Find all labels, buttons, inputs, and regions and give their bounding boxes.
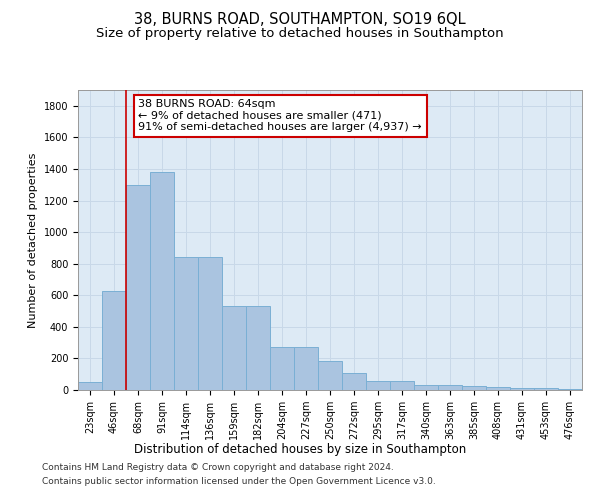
Text: 38, BURNS ROAD, SOUTHAMPTON, SO19 6QL: 38, BURNS ROAD, SOUTHAMPTON, SO19 6QL [134, 12, 466, 28]
Bar [198, 258, 222, 390]
Y-axis label: Number of detached properties: Number of detached properties [28, 152, 38, 328]
Bar [150, 172, 174, 390]
Bar [318, 361, 342, 390]
Text: 38 BURNS ROAD: 64sqm
← 9% of detached houses are smaller (471)
91% of semi-detac: 38 BURNS ROAD: 64sqm ← 9% of detached ho… [139, 99, 422, 132]
Text: Contains HM Land Registry data © Crown copyright and database right 2024.: Contains HM Land Registry data © Crown c… [42, 464, 394, 472]
Bar [222, 306, 246, 390]
Bar [390, 380, 414, 390]
Bar [126, 184, 150, 390]
Bar [78, 382, 102, 390]
Bar [438, 386, 462, 390]
Bar [246, 306, 270, 390]
Bar [342, 374, 366, 390]
Bar [462, 386, 486, 390]
Bar [174, 258, 198, 390]
Bar [294, 346, 318, 390]
Bar [534, 388, 558, 390]
Text: Contains public sector information licensed under the Open Government Licence v3: Contains public sector information licen… [42, 477, 436, 486]
Bar [414, 386, 438, 390]
Bar [486, 387, 510, 390]
Bar [510, 388, 534, 390]
Bar [558, 389, 582, 390]
Bar [366, 380, 390, 390]
Text: Size of property relative to detached houses in Southampton: Size of property relative to detached ho… [96, 28, 504, 40]
Bar [270, 346, 294, 390]
Bar [102, 290, 126, 390]
Text: Distribution of detached houses by size in Southampton: Distribution of detached houses by size … [134, 442, 466, 456]
